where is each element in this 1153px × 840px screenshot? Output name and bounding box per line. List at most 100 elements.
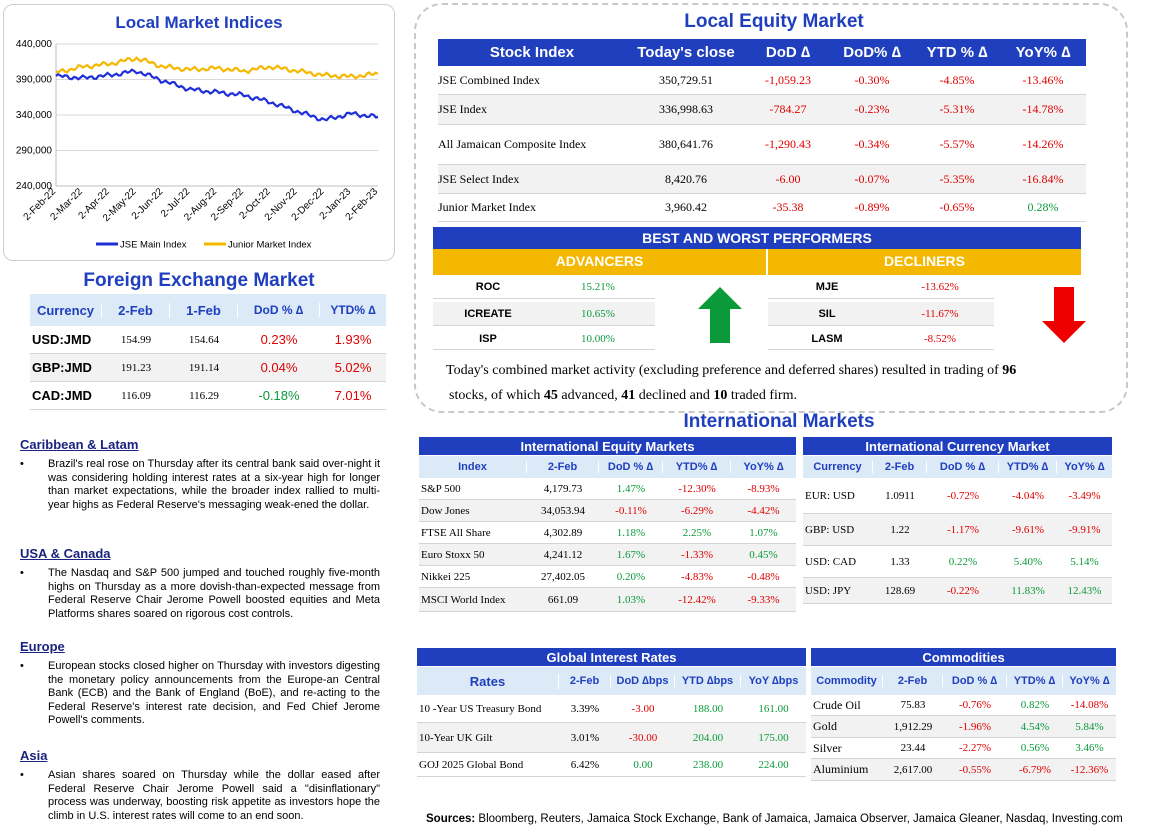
currency-col-header: 2-Feb [873,461,927,473]
market-summary: Today's combined market activity (exclud… [446,363,1017,403]
currency-cell-dod: 0.22% [948,555,978,568]
currency-cell-yoy: -3.49% [1068,489,1101,502]
equity-row: JSE Combined Index 350,729.51 -1,059.23 -0.… [438,67,1086,95]
currency-cell-v: 1.33 [890,555,910,568]
equity-cell-ytd: -1.33% [680,548,714,561]
commodities-cell-ytd: 4.54% [1020,720,1050,733]
currency-cell-yoy: -9.91% [1068,523,1101,536]
commodities-cell-ytd: 0.82% [1020,699,1050,711]
equity-cell-n: FTSE All Share [421,526,491,539]
news-paragraph: • Asian shares soared on Thursday while t… [20,769,380,823]
fx-cell-dod: 0.04% [260,360,298,375]
equity-header: Index 2-Feb DoD % ∆ YTD% ∆ YoY% ∆ [419,456,796,478]
equity-cell-ytd: -6.29% [680,504,714,517]
series-line-1 [55,56,379,80]
equity-cell-name: Junior Market Index [438,200,536,214]
currency-col-header: Currency [803,461,873,473]
news-text: Brazil's real rose on Thursday after its… [48,458,380,511]
rates-col-header: DoD ∆bps [611,675,675,687]
performers-title: BEST AND WORST PERFORMERS [433,227,1081,249]
equity-cell-ytd: -12.30% [678,482,716,495]
fx-cell-cur: USD:JMD [32,332,92,347]
commodities-cell-yoy: -14.08% [1070,699,1109,711]
news-heading: Europe [20,639,65,654]
decliner-row: LASM -8.52% [768,328,994,350]
local-indices-title: Local Market Indices [115,13,283,32]
y-tick-label: 240,000 [16,181,53,192]
equity-cell-dod: 1.18% [616,526,646,539]
firm-count: 10 [713,388,728,403]
commodities-cell-v: 23.44 [900,742,926,754]
equity-cell-close: 380,641.76 [659,137,713,151]
commodities-cell-n: Crude Oil [813,697,861,712]
equity-cell-n: S&P 500 [421,482,461,495]
news-heading: Asia [20,748,48,763]
commodities-row: Aluminium 2,617.00 -0.55% -6.79% -12.36% [811,759,1116,781]
decliner-symbol: MJE [815,280,839,293]
rates-cell-yoy: 224.00 [758,758,789,771]
currency-cell-v: 1.22 [890,523,910,536]
commodities-cell-yoy: 5.84% [1075,720,1104,733]
rates-col-header: YoY ∆bps [748,675,799,687]
equity-cell-dodp: -0.89% [854,200,890,214]
series-line-0 [55,68,379,122]
commodities-cell-dod: -1.96% [958,720,992,733]
currency-cell-dod: -1.17% [946,523,980,536]
equity-cell-n: Dow Jones [421,504,470,517]
fx-cell-ytd: 1.93% [334,332,372,347]
currency-cell-dod: -0.72% [946,489,980,502]
fx-cell-d2: 154.64 [188,333,220,346]
legend-label: Junior Market Index [228,240,312,251]
advancer-symbol: ICREATE [464,307,512,320]
news-paragraph: • Brazil's real rose on Thursday after it… [20,458,380,512]
news-heading: USA & Canada [20,546,111,561]
y-tick-label: 390,000 [16,75,53,86]
equity-cell-name: JSE Index [438,102,487,116]
commodities-col-header: YTD% ∆ [1007,675,1063,687]
down-arrow-icon [1042,287,1086,343]
commodities-cell-v: 75.83 [900,699,926,711]
equity-cell-dod: -6.00 [775,171,801,186]
equity-cell-ytd: -4.85% [939,73,975,87]
equity-cell-close: 3,960.42 [665,200,707,214]
fx-row: GBP:JMD 191.23 191.14 0.04% 5.02% [30,354,386,382]
equity-cell-n: MSCI World Index [421,593,506,606]
bullet-icon: • [20,660,24,672]
equity-cell-dod: -1,059.23 [765,73,811,87]
bullet-icon: • [20,458,24,470]
equity-cell-yoy: -4.42% [747,504,780,517]
equity-col-ytd: YTD % ∆ [926,44,988,61]
commodities-cell-v: 1,912.29 [893,720,933,733]
equity-cell-ytd: -5.57% [939,137,975,151]
equity-row: S&P 500 4,179.73 1.47% -12.30% -8.93% [419,478,796,500]
equity-cell-dodp: -0.30% [854,73,890,87]
equity-cell-yoy: -9.33% [747,593,780,606]
equity-cell-yoy: 1.07% [749,526,778,539]
equity-cell-dodp: -0.23% [854,102,890,116]
currency-cell-n: USD: JPY [805,584,852,597]
fx-col-header: DoD % ∆ [238,303,320,317]
decliner-row: SIL -11.67% [768,302,994,326]
currency-title: International Currency Market [803,437,1112,455]
rates-row: GOJ 2025 Global Bond 6.42% 0.00 238.00 224.0… [417,753,806,777]
commodities-cell-ytd: -6.79% [1018,763,1052,776]
equity-row: JSE Index 336,998.63 -784.27 -0.23% -5.31% -1… [438,95,1086,125]
equity-row: Euro Stoxx 50 4,241.12 1.67% -1.33% 0.45% [419,544,796,566]
local-equity-title: Local Equity Market [684,11,864,32]
currency-row: EUR: USD 1.0911 -0.72% -4.04% -3.49% [803,478,1112,514]
equity-cell-close: 8,420.76 [665,171,707,186]
advancer-pct: 10.00% [581,332,615,345]
currency-cell-ytd: -4.04% [1011,489,1045,502]
equity-cell-yoy: 0.28% [1027,200,1059,214]
fx-cell-ytd: 5.02% [334,360,372,375]
rates-cell-n: GOJ 2025 Global Bond [419,758,524,771]
equity-cell-v: 4,241.12 [543,548,583,561]
equity-cell-name: JSE Combined Index [438,73,540,87]
currency-cell-ytd: 11.83% [1011,584,1045,597]
currency-cell-v: 128.69 [884,584,916,597]
commodities-col-header: YoY% ∆ [1069,675,1110,687]
commodities-row: Gold 1,912.29 -1.96% 4.54% 5.84% [811,716,1116,738]
fx-cell-dod: 0.23% [260,332,298,347]
equity-row: All Jamaican Composite Index 380,641.76 -1… [438,125,1086,165]
equity-cell-dod: 1.03% [616,593,646,606]
